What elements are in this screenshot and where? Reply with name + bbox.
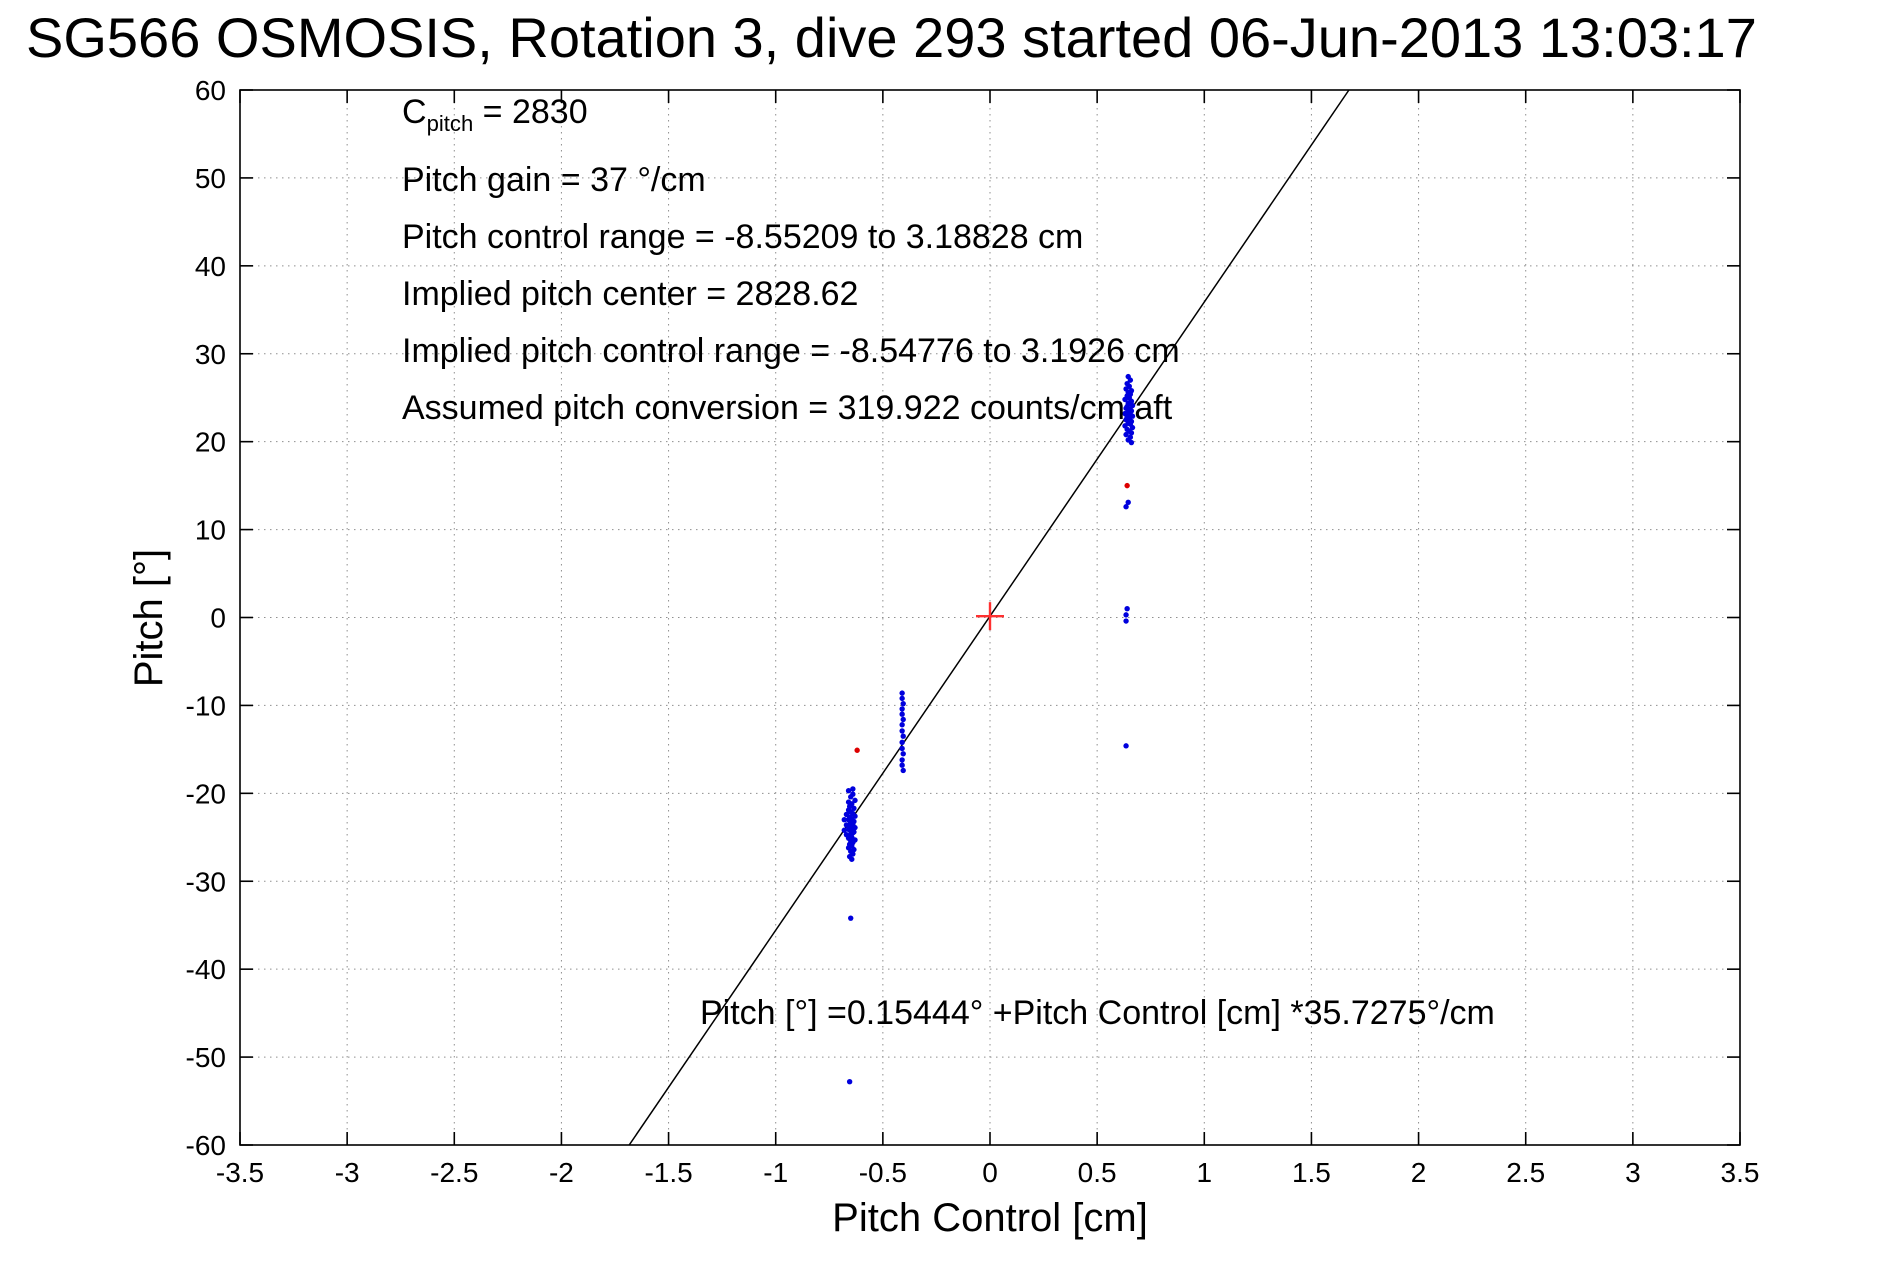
data-point — [899, 722, 905, 728]
note-assumed-pitch-conversion: Assumed pitch conversion = 319.922 count… — [402, 388, 1173, 427]
x-tick-label: -2 — [549, 1157, 574, 1188]
data-point — [849, 856, 855, 862]
y-tick-label: -60 — [186, 1130, 226, 1161]
x-tick-label: 0 — [982, 1157, 998, 1188]
data-point — [899, 728, 905, 734]
y-tick-label: 60 — [195, 75, 226, 106]
data-point — [1125, 499, 1131, 506]
data-point — [899, 695, 905, 702]
x-tick-label: 1.5 — [1292, 1157, 1331, 1188]
data-point — [1123, 612, 1129, 618]
data-point — [900, 767, 906, 774]
data-point — [1123, 504, 1129, 510]
data-point — [899, 690, 905, 696]
data-point — [899, 739, 905, 746]
data-point — [900, 700, 906, 707]
data-point — [848, 915, 854, 921]
data-point — [900, 733, 906, 739]
x-tick-label: -2.5 — [430, 1157, 478, 1188]
note-implied-pitch-center: Implied pitch center = 2828.62 — [402, 274, 859, 313]
x-tick-label: -1.5 — [644, 1157, 692, 1188]
data-point — [900, 751, 906, 757]
data-point — [841, 827, 847, 833]
note-implied-pitch-control-range: Implied pitch control range = -8.54776 t… — [402, 331, 1180, 370]
data-point — [848, 794, 854, 800]
x-tick-label: 2.5 — [1506, 1157, 1545, 1188]
x-tick-label: -3.5 — [216, 1157, 264, 1188]
y-tick-label: -30 — [186, 866, 226, 897]
data-point — [899, 762, 905, 768]
data-point — [851, 805, 857, 811]
data-point — [900, 716, 906, 723]
data-point — [1127, 434, 1134, 440]
y-tick-label: 20 — [195, 427, 226, 458]
data-point — [854, 747, 860, 753]
data-point — [850, 786, 856, 792]
calibration-notes: Cpitch = 2830 Pitch gain = 37 °/cm Pitch… — [402, 84, 1180, 437]
note-pitch-control-range: Pitch control range = -8.55209 to 3.1882… — [402, 217, 1084, 256]
x-tick-label: 1 — [1196, 1157, 1212, 1188]
data-point — [1125, 373, 1131, 380]
data-point — [845, 787, 852, 794]
x-tick-label: 2 — [1411, 1157, 1427, 1188]
fit-equation: Pitch [°] =0.15444° +Pitch Control [cm] … — [700, 994, 1495, 1032]
plot-title: SG566 OSMOSIS, Rotation 3, dive 293 star… — [26, 6, 1757, 69]
y-tick-label: -20 — [186, 778, 226, 809]
data-point — [852, 797, 858, 804]
data-point — [899, 706, 905, 712]
data-point — [1123, 431, 1129, 438]
data-point — [1124, 606, 1130, 612]
data-point — [841, 817, 847, 823]
data-point — [899, 745, 905, 752]
y-axis-label: Pitch [°] — [127, 548, 171, 688]
data-point — [1124, 482, 1130, 489]
data-point — [1123, 618, 1129, 624]
data-point — [846, 1079, 853, 1085]
y-tick-label: -40 — [186, 954, 226, 985]
x-tick-label: -0.5 — [859, 1157, 907, 1188]
y-tick-label: 30 — [195, 339, 226, 370]
y-tick-label: 40 — [195, 251, 226, 282]
x-tick-label: 3.5 — [1721, 1157, 1760, 1188]
data-point — [1124, 380, 1130, 387]
x-tick-label: -1 — [763, 1157, 788, 1188]
x-axis-label: Pitch Control [cm] — [832, 1196, 1148, 1240]
x-tick-label: 3 — [1625, 1157, 1641, 1188]
note-cpitch: Cpitch = 2830 — [402, 93, 588, 136]
y-tick-label: 50 — [195, 163, 226, 194]
y-tick-label: -10 — [186, 690, 226, 721]
x-tick-label: 0.5 — [1078, 1157, 1117, 1188]
x-tick-label: -3 — [335, 1157, 360, 1188]
data-point — [1123, 743, 1129, 749]
note-pitch-gain: Pitch gain = 37 °/cm — [402, 160, 706, 199]
data-point — [1128, 387, 1135, 394]
y-tick-label: -50 — [186, 1042, 226, 1073]
y-tick-label: 10 — [195, 515, 226, 546]
data-point — [899, 757, 905, 763]
data-point — [899, 711, 905, 717]
y-tick-label: 0 — [210, 603, 226, 634]
